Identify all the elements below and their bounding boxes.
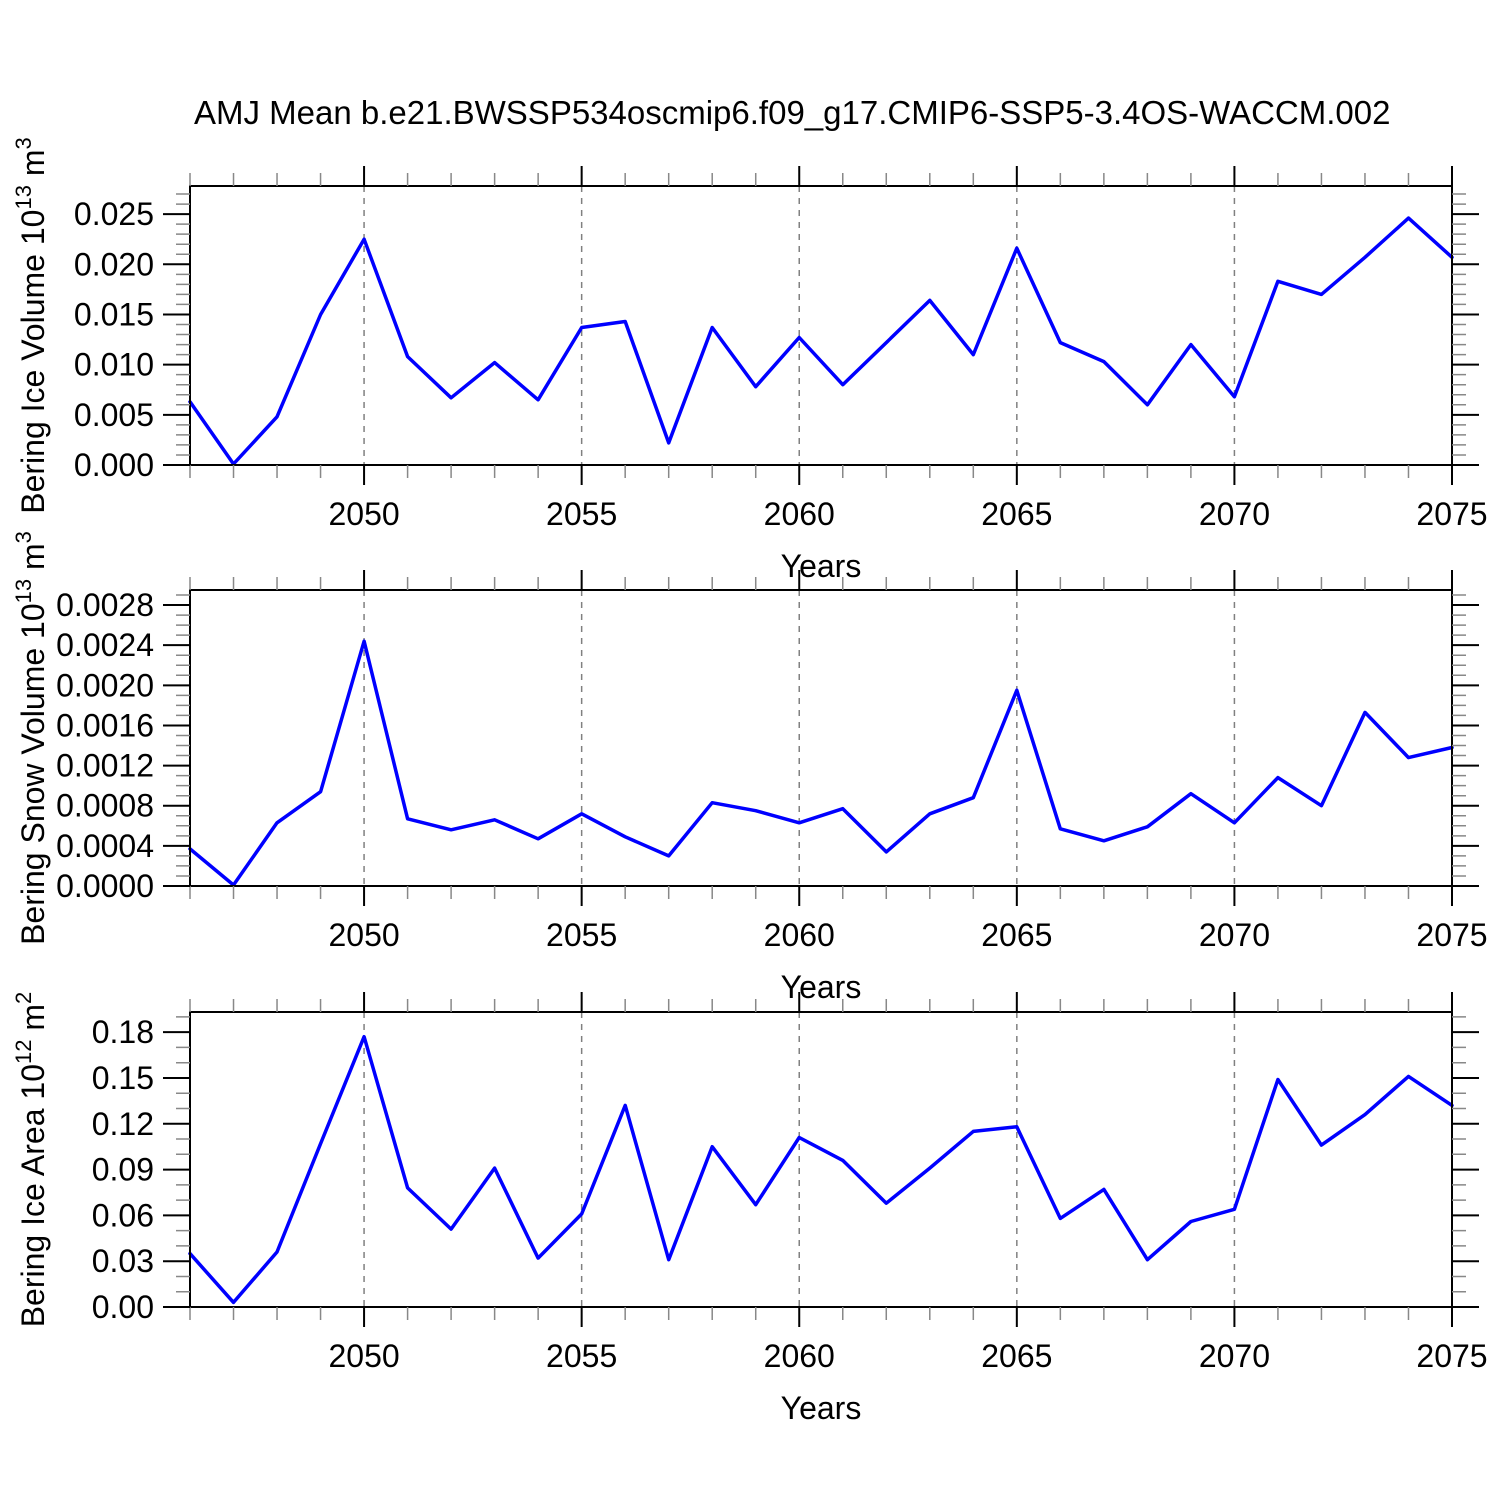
panel-3-x-minor-ticks [189, 999, 1410, 1320]
panel-3-ytick-label: 0.18 [92, 1014, 154, 1050]
panel-2-yaxis-title: Bering Snow Volume 1013 m3 [11, 531, 51, 945]
panel-1-xtick-label: 2065 [981, 496, 1052, 532]
panel-2-xtick-label: 2070 [1199, 917, 1270, 953]
panel-3-yaxis-title: Bering Ice Area 1012 m2 [11, 992, 51, 1328]
panel-1-xtick-label: 2060 [764, 496, 835, 532]
panel-1-ytick-label: 0.010 [74, 347, 154, 383]
panel-2-ytick-label: 0.0004 [56, 828, 154, 864]
panel-1-y-major-ticks [163, 213, 1479, 466]
panel-2-y-major-ticks [163, 604, 1479, 887]
panel-2-ytick-label: 0.0020 [56, 667, 154, 703]
panel-3-xtick-label: 2050 [328, 1338, 399, 1374]
panel-1-xaxis-title: Years [781, 548, 862, 584]
panel-3-ytick-label: 0.06 [92, 1197, 154, 1233]
panel-2-ytick-label: 0.0016 [56, 707, 154, 743]
panel-3-ytick-label: 0.15 [92, 1060, 154, 1096]
panel-3-y-minor-ticks [176, 1016, 1466, 1293]
panel-1-ytick-label: 0.015 [74, 296, 154, 332]
panel-1-x-minor-ticks [189, 173, 1410, 478]
panel-2-xtick-label: 2065 [981, 917, 1052, 953]
panel-1-y-minor-ticks [176, 193, 1466, 456]
panel-1-gridlines [363, 186, 1236, 465]
panel-2-xtick-label: 2055 [546, 917, 617, 953]
panel-3-ytick-label: 0.09 [92, 1152, 154, 1188]
panel-1-ytick-label: 0.005 [74, 397, 154, 433]
panel-3-x-major-ticks [363, 992, 1453, 1327]
panel-3-xtick-label: 2060 [764, 1338, 835, 1374]
panel-1-data-line [188, 216, 1454, 466]
panel-3-ytick-label: 0.03 [92, 1243, 154, 1279]
panel-2-y-minor-ticks [176, 594, 1466, 877]
panel-2-data-line [188, 639, 1454, 887]
panel-3-frame [189, 1011, 1453, 1308]
panel-1-ytick-label: 0.020 [74, 246, 154, 282]
panel-3-ytick-label: 0.12 [92, 1106, 154, 1142]
panel-2: 0.0000 0.0004 0.0008 0.0012 0.0016 0.0020 0.00… [11, 531, 1488, 1005]
panel-2-frame [189, 589, 1453, 887]
panel-1-ytick-label: 0.025 [74, 196, 154, 232]
panel-2-ytick-label: 0.0000 [56, 868, 154, 904]
panel-1-xtick-label: 2075 [1416, 496, 1487, 532]
panel-1-x-major-ticks [363, 166, 1453, 485]
panel-1: 0.000 0.005 0.010 0.015 0.020 0.025 2050 2055 20… [11, 137, 1488, 584]
panel-2-ytick-label: 0.0024 [56, 627, 154, 663]
panel-1-frame [189, 185, 1453, 466]
panel-2-ytick-label: 0.0012 [56, 748, 154, 784]
panel-2-xaxis-title: Years [781, 969, 862, 1005]
panel-2-x-major-ticks [363, 570, 1453, 906]
panel-3-data-line [188, 1034, 1454, 1305]
panel-1-xtick-label: 2050 [328, 496, 399, 532]
panel-2-ytick-label: 0.0028 [56, 587, 154, 623]
panel-1-xtick-label: 2055 [546, 496, 617, 532]
panel-3: 0.00 0.03 0.06 0.09 0.12 0.15 0.18 2050 2055 2060… [11, 992, 1488, 1426]
panel-1-xtick-label: 2070 [1199, 496, 1270, 532]
panel-3-xtick-label: 2055 [546, 1338, 617, 1374]
figure-title: AMJ Mean b.e21.BWSSP534oscmip6.f09_g17.C… [194, 94, 1391, 131]
panel-3-xtick-label: 2065 [981, 1338, 1052, 1374]
panel-3-ytick-label: 0.00 [92, 1289, 154, 1325]
panel-2-x-minor-ticks [189, 577, 1410, 899]
panel-3-y-major-ticks [163, 1031, 1479, 1308]
panel-3-xtick-label: 2075 [1416, 1338, 1487, 1374]
panel-3-gridlines [363, 1012, 1236, 1307]
panel-3-xaxis-title: Years [781, 1390, 862, 1426]
panel-2-xtick-label: 2050 [328, 917, 399, 953]
panel-1-yaxis-title: Bering Ice Volume 1013 m3 [11, 137, 51, 513]
panel-3-xtick-label: 2070 [1199, 1338, 1270, 1374]
panel-2-ytick-label: 0.0008 [56, 788, 154, 824]
panel-1-ytick-label: 0.000 [74, 447, 154, 483]
panel-2-gridlines [363, 590, 1236, 886]
panel-2-xtick-label: 2075 [1416, 917, 1487, 953]
panel-2-xtick-label: 2060 [764, 917, 835, 953]
